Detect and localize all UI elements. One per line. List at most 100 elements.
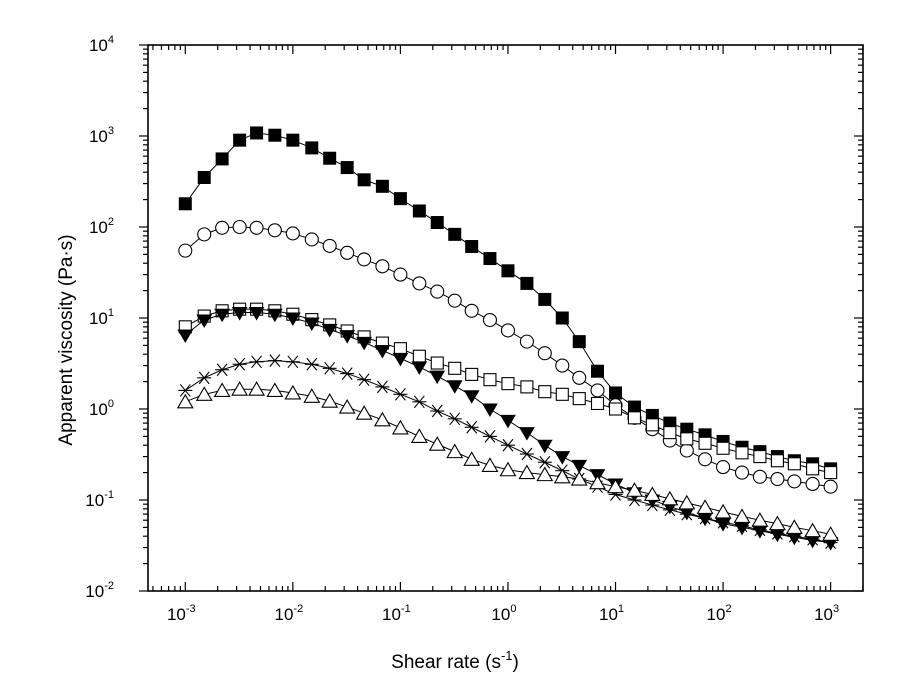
data-point [411, 361, 428, 375]
data-point [391, 419, 409, 435]
data-point [804, 522, 822, 538]
x-tick-label: 10-1 [382, 603, 411, 624]
data-point [822, 526, 840, 541]
y-tick-base: 10 [85, 582, 104, 601]
y-axis-title: Apparent viscosity (Pa·s) [56, 234, 77, 445]
asterisk-stroke [198, 371, 210, 385]
data-point [499, 461, 517, 477]
data-point [537, 455, 552, 469]
x-tick-label: 102 [707, 603, 732, 624]
asterisk-stroke [341, 367, 353, 380]
data-point [375, 259, 390, 274]
data-point [520, 380, 534, 394]
data-point [412, 204, 426, 218]
data-point [500, 438, 515, 452]
data-point [178, 384, 193, 397]
data-point [716, 441, 730, 455]
data-point [250, 126, 264, 140]
y-tick-base: 10 [89, 400, 108, 419]
data-point [355, 405, 373, 420]
data-point [483, 252, 497, 266]
data-point [519, 447, 534, 461]
x-tick-exponent: 3 [833, 603, 839, 615]
asterisk-stroke [287, 355, 299, 369]
x-tick-base: 10 [382, 605, 401, 624]
y-tick-exponent: 0 [108, 398, 114, 410]
data-point [661, 490, 679, 506]
data-point [716, 460, 731, 475]
data-point [607, 478, 624, 494]
data-point [373, 411, 391, 427]
data-point [698, 452, 713, 467]
data-point [375, 380, 390, 394]
data-point [752, 469, 767, 484]
x-tick-exponent: -3 [186, 603, 196, 615]
asterisk-stroke [179, 384, 191, 397]
data-point [447, 412, 462, 426]
data-point [645, 498, 660, 512]
data-point [305, 141, 319, 155]
data-point [284, 384, 302, 400]
data-point [233, 133, 247, 147]
asterisk-stroke [521, 447, 533, 461]
y-tick-exponent: 1 [108, 307, 114, 319]
data-point [357, 373, 372, 387]
asterisk-stroke [306, 357, 318, 371]
data-point [448, 227, 462, 241]
data-point [322, 238, 337, 253]
data-point [428, 436, 446, 451]
data-point [323, 151, 337, 165]
x-tick-exponent: 0 [510, 603, 516, 615]
data-point [357, 173, 371, 187]
data-point [430, 216, 444, 230]
x-tick-label: 100 [491, 603, 516, 624]
y-tick-label: 102 [89, 216, 114, 237]
data-point [538, 385, 552, 399]
x-tick-label: 103 [814, 603, 839, 624]
y-tick-exponent: -1 [104, 489, 114, 501]
data-point [284, 312, 301, 326]
data-point [410, 428, 428, 443]
data-point [696, 499, 714, 514]
data-point [268, 128, 282, 142]
data-point [285, 355, 300, 369]
data-point [446, 380, 463, 394]
y-tick-base: 10 [89, 309, 108, 328]
x-tick-label: 10-2 [275, 603, 304, 624]
data-point [537, 346, 552, 361]
data-point [482, 430, 497, 443]
data-point [482, 312, 497, 328]
x-tick-base: 10 [707, 605, 726, 624]
data-point [536, 466, 554, 482]
asterisk-stroke [664, 503, 676, 517]
y-tick-label: 100 [89, 398, 114, 419]
x-tick-exponent: 2 [725, 603, 731, 615]
data-point [787, 457, 801, 471]
asterisk-stroke [646, 498, 658, 512]
data-point [500, 414, 516, 429]
y-tick-exponent: 4 [108, 34, 114, 46]
data-point [393, 387, 408, 401]
data-point [734, 465, 750, 480]
data-point [538, 292, 552, 306]
data-point [446, 443, 464, 459]
asterisk-stroke [376, 380, 388, 394]
asterisk-stroke [413, 395, 425, 409]
data-point [500, 323, 516, 338]
data-point [285, 226, 300, 241]
y-tick-base: 10 [89, 127, 108, 146]
x-tick-exponent: 1 [618, 603, 624, 615]
data-series [176, 126, 840, 551]
data-point [197, 170, 211, 184]
data-point [554, 451, 571, 465]
x-tick-base: 10 [167, 605, 186, 624]
asterisk-stroke [216, 363, 228, 377]
data-point [356, 336, 373, 351]
data-point [663, 426, 677, 440]
asterisk-stroke [466, 420, 478, 434]
data-point [412, 395, 427, 409]
asterisk-stroke [394, 387, 406, 401]
data-point [519, 427, 535, 441]
y-tick-exponent: -2 [104, 580, 114, 592]
